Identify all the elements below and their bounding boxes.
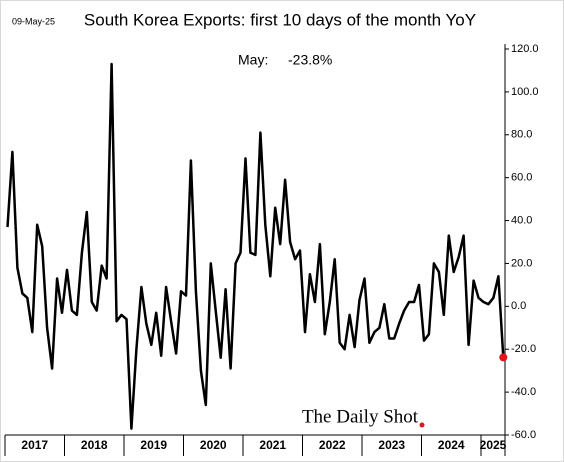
y-tick-label: 120.0: [511, 43, 539, 55]
annotation-value: -23.8%: [288, 52, 332, 68]
x-tick-label: 2018: [81, 438, 108, 452]
last-point: [499, 353, 508, 362]
y-tick-label: -40.0: [511, 386, 536, 398]
y-tick-label: 100.0: [511, 86, 539, 98]
source-dot: [419, 422, 425, 428]
x-tick-label: 2022: [319, 438, 346, 452]
x-tick-label: 2021: [259, 438, 286, 452]
x-tick-label: 2025: [480, 438, 507, 452]
x-tick-label: 2020: [200, 438, 227, 452]
x-tick-label: 2017: [21, 438, 48, 452]
y-tick-label: 60.0: [511, 172, 532, 184]
y-tick-label: -60.0: [511, 429, 536, 441]
y-tick-label: 20.0: [511, 257, 532, 269]
x-tick-label: 2024: [438, 438, 465, 452]
chart-title: South Korea Exports: first 10 days of th…: [84, 10, 476, 29]
y-tick-label: 80.0: [511, 129, 532, 141]
y-tick-label: 0.0: [511, 300, 526, 312]
x-tick-label: 2019: [140, 438, 167, 452]
y-tick-label: -20.0: [511, 343, 536, 355]
line: [6, 62, 505, 430]
annotation: May:: [238, 52, 268, 68]
source: The Daily Shot: [302, 406, 419, 427]
date: 09-May-25: [12, 16, 55, 26]
y-tick-label: 40.0: [511, 214, 532, 226]
x-tick-label: 2023: [378, 438, 405, 452]
